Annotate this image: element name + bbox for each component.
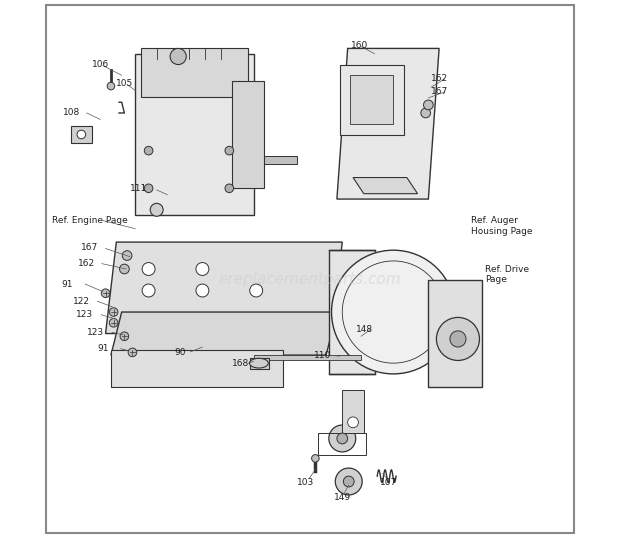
Circle shape (142, 284, 155, 297)
Text: ereplacementparts.com: ereplacementparts.com (219, 272, 401, 287)
Polygon shape (254, 355, 361, 360)
Text: 149: 149 (334, 493, 352, 502)
Circle shape (196, 263, 209, 275)
Circle shape (128, 348, 137, 357)
Circle shape (329, 425, 356, 452)
Text: 103: 103 (297, 478, 314, 487)
Ellipse shape (249, 358, 268, 368)
Polygon shape (428, 280, 482, 387)
Circle shape (335, 468, 362, 495)
Circle shape (120, 332, 129, 341)
Text: 111: 111 (130, 184, 147, 193)
Circle shape (332, 250, 455, 374)
Text: 105: 105 (117, 79, 133, 88)
Circle shape (109, 308, 118, 316)
Bar (135, 54, 254, 215)
Bar (232, 81, 264, 188)
Text: 106: 106 (92, 60, 109, 69)
Text: Ref. Auger
Housing Page: Ref. Auger Housing Page (471, 216, 533, 236)
Circle shape (423, 100, 433, 110)
Circle shape (120, 264, 129, 274)
Bar (318, 433, 366, 455)
Polygon shape (105, 242, 342, 334)
Circle shape (142, 263, 155, 275)
Text: Ref. Drive
Page: Ref. Drive Page (485, 265, 529, 284)
Text: 110: 110 (314, 351, 332, 359)
Circle shape (109, 318, 118, 327)
Text: 123: 123 (76, 310, 93, 319)
Text: 160: 160 (352, 41, 369, 50)
Text: 148: 148 (356, 325, 373, 334)
Polygon shape (329, 250, 374, 374)
Text: 91: 91 (97, 344, 109, 353)
Text: 123: 123 (87, 328, 104, 337)
Circle shape (337, 433, 348, 444)
Polygon shape (111, 350, 283, 387)
Text: Ref. Engine Page: Ref. Engine Page (51, 216, 128, 225)
Circle shape (225, 184, 234, 193)
Text: 167: 167 (431, 87, 448, 96)
Text: 108: 108 (63, 109, 80, 117)
Bar (254, 156, 296, 164)
Circle shape (77, 130, 86, 139)
Text: 90: 90 (174, 348, 186, 357)
Circle shape (343, 476, 354, 487)
Text: 168: 168 (232, 359, 249, 367)
Circle shape (196, 284, 209, 297)
Bar (350, 75, 393, 124)
Text: 122: 122 (73, 297, 91, 306)
Circle shape (170, 48, 186, 65)
Circle shape (312, 455, 319, 462)
Bar (342, 390, 364, 433)
Circle shape (122, 251, 132, 260)
Circle shape (450, 331, 466, 347)
Text: 162: 162 (78, 259, 95, 268)
Text: 107: 107 (380, 478, 397, 487)
Bar (250, 358, 268, 369)
Circle shape (150, 203, 163, 216)
Circle shape (101, 289, 110, 298)
Circle shape (348, 417, 358, 428)
Text: 167: 167 (81, 243, 99, 252)
Circle shape (250, 284, 263, 297)
Circle shape (225, 146, 234, 155)
Bar (141, 48, 248, 97)
Circle shape (436, 317, 479, 360)
Polygon shape (337, 48, 439, 199)
Polygon shape (111, 312, 337, 355)
Circle shape (144, 184, 153, 193)
Polygon shape (71, 126, 92, 143)
Circle shape (421, 108, 430, 118)
Polygon shape (353, 178, 418, 194)
Bar (340, 65, 404, 134)
Text: 91: 91 (61, 280, 73, 288)
Circle shape (107, 82, 115, 90)
Text: 162: 162 (431, 74, 448, 82)
Circle shape (144, 146, 153, 155)
